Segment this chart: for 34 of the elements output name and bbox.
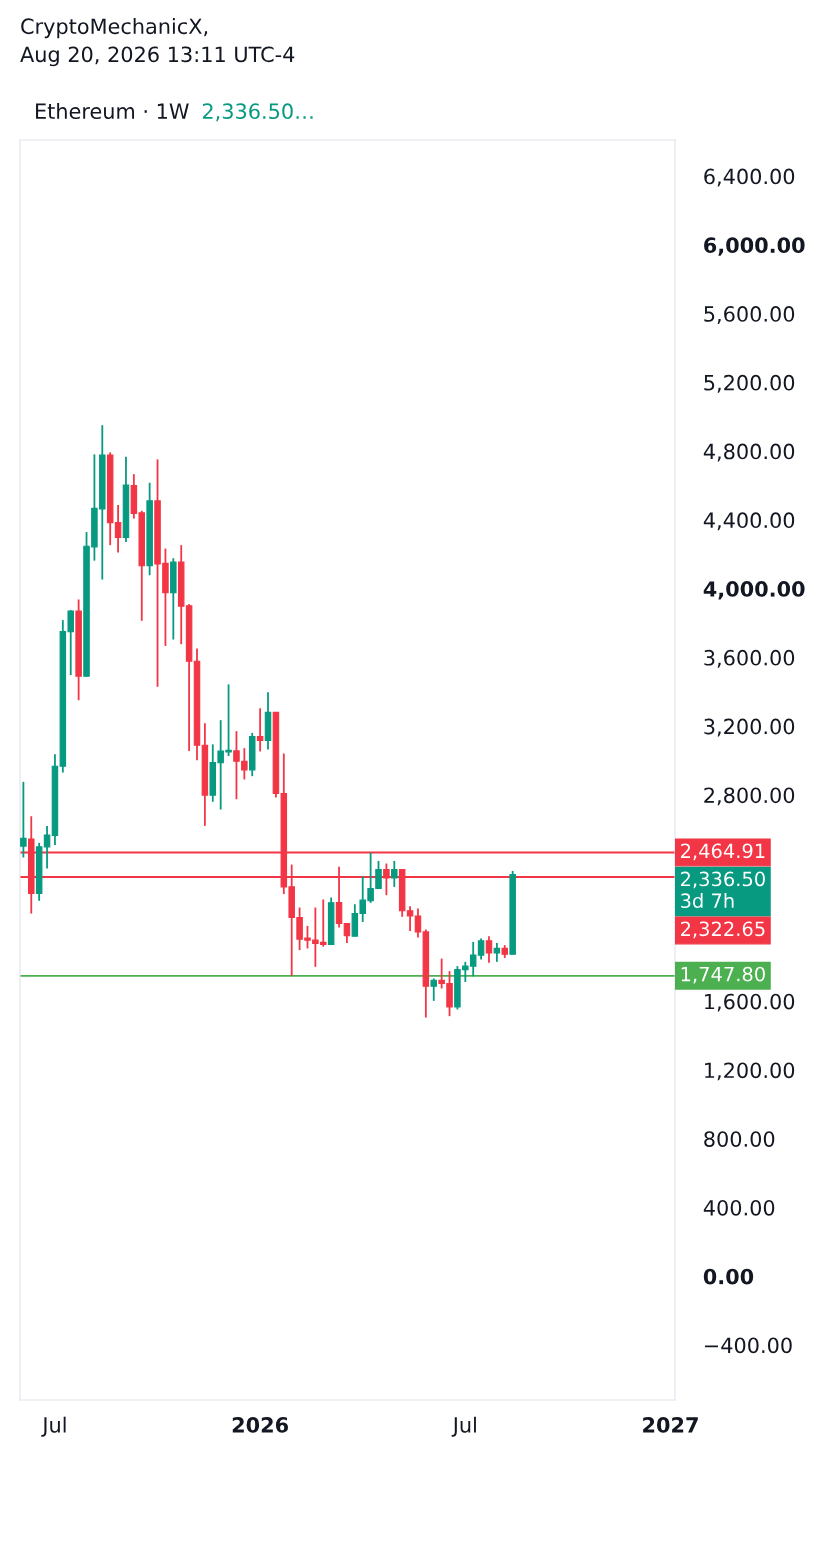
candlestick [485, 935, 493, 964]
candlestick [343, 922, 351, 944]
y-tick-label: 4,400.00 [703, 512, 795, 531]
y-tick-label: 4,000.00 [703, 581, 805, 600]
y-tick-label: 6,000.00 [704, 237, 805, 256]
y-tick-label: 800.00 [704, 1131, 775, 1147]
candlestick [430, 977, 438, 1002]
y-tick-label: 400.00 [703, 1199, 775, 1216]
ref-line-label: 1,747.80 [681, 966, 765, 984]
y-tick-label: 1,200.00 [705, 1062, 795, 1081]
y-tick-label: 1,600.00 [705, 993, 795, 1012]
x-tick-label: Jul [41, 1416, 66, 1437]
candlestick [20, 780, 27, 859]
candlestick [391, 860, 398, 888]
y-tick-label: 4,800.00 [703, 443, 795, 462]
y-tick-label: 3,200.00 [704, 718, 795, 737]
x-tick-label: 2027 [643, 1417, 698, 1433]
x-tick-label: 2026 [232, 1417, 288, 1433]
text: 2,336.50 3d 7h [681, 871, 765, 909]
ref-line-label: 2,322.65 [681, 921, 765, 939]
x-tick-label: Jul [451, 1416, 476, 1437]
text: CryptoMechanicX, Aug 20, 2026 13:11 UTC-4 [20, 18, 295, 67]
y-tick-label: 2,800.00 [704, 787, 795, 806]
y-tick-label: −400.00 [704, 1337, 792, 1354]
chart-title: Ethereum · 1W [36, 102, 189, 120]
candlestick [256, 707, 264, 753]
y-tick-label: 5,600.00 [704, 306, 795, 324]
chart-subtitle: 2,336.50… [202, 103, 313, 122]
ref-line-label: 2,464.91 [681, 843, 765, 861]
candlestick [493, 942, 501, 963]
y-tick-label: 3,600.00 [704, 649, 795, 668]
y-tick-label: 6,400.00 [704, 168, 795, 187]
y-tick-label: 5,200.00 [704, 374, 795, 393]
y-tick-label: 0.00 [703, 1268, 754, 1285]
